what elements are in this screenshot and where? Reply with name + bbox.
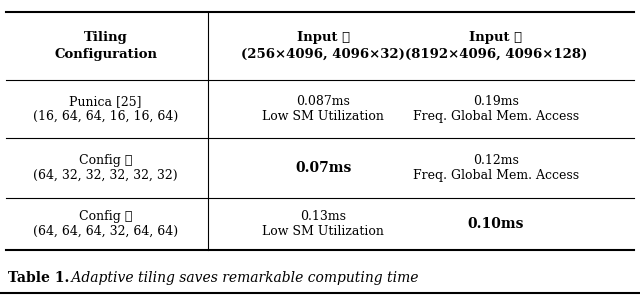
Text: Tiling: Tiling	[84, 31, 127, 44]
Text: 0.12ms: 0.12ms	[473, 154, 519, 167]
Text: 0.087ms: 0.087ms	[296, 95, 350, 108]
Text: (256×4096, 4096×32): (256×4096, 4096×32)	[241, 48, 405, 60]
Text: Low SM Utilization: Low SM Utilization	[262, 225, 384, 238]
Text: Punica [25]: Punica [25]	[69, 95, 142, 108]
Text: 0.19ms: 0.19ms	[473, 95, 519, 108]
Text: 0.10ms: 0.10ms	[468, 217, 524, 231]
Text: (16, 64, 64, 16, 16, 64): (16, 64, 64, 16, 16, 64)	[33, 110, 178, 123]
Text: Input ①: Input ①	[296, 31, 350, 44]
Text: Input ②: Input ②	[469, 31, 523, 44]
Text: 0.13ms: 0.13ms	[300, 210, 346, 223]
Text: Table 1.: Table 1.	[8, 271, 69, 285]
Text: Freq. Global Mem. Access: Freq. Global Mem. Access	[413, 110, 579, 123]
Text: (8192×4096, 4096×128): (8192×4096, 4096×128)	[405, 48, 587, 60]
Text: (64, 32, 32, 32, 32, 32): (64, 32, 32, 32, 32, 32)	[33, 169, 178, 182]
Text: (64, 64, 64, 32, 64, 64): (64, 64, 64, 32, 64, 64)	[33, 225, 178, 238]
Text: Freq. Global Mem. Access: Freq. Global Mem. Access	[413, 169, 579, 182]
Text: Configuration: Configuration	[54, 48, 157, 60]
Text: Low SM Utilization: Low SM Utilization	[262, 110, 384, 123]
Text: Config ①: Config ①	[79, 154, 132, 167]
Text: 0.07ms: 0.07ms	[295, 161, 351, 175]
Text: Adaptive tiling saves remarkable computing time: Adaptive tiling saves remarkable computi…	[67, 271, 419, 285]
Text: Config ②: Config ②	[79, 210, 132, 223]
